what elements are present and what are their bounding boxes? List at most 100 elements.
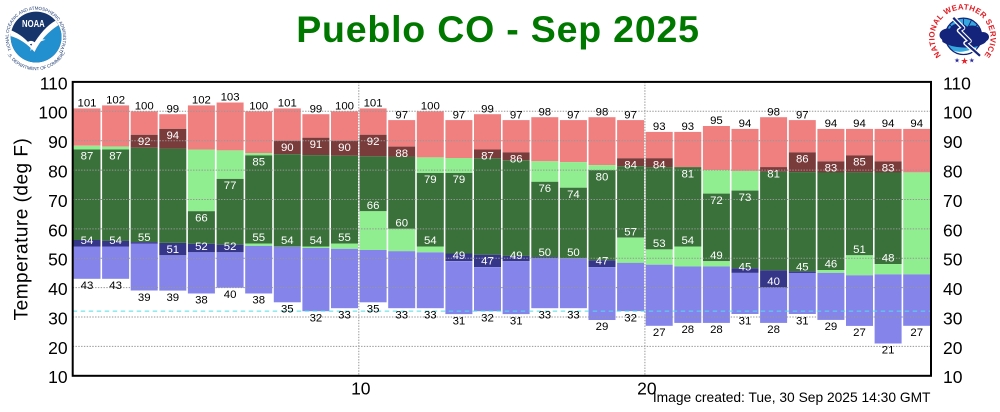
svg-text:33: 33 [395, 309, 408, 321]
svg-text:94: 94 [825, 118, 838, 130]
svg-text:54: 54 [424, 235, 437, 247]
svg-text:95: 95 [710, 115, 723, 127]
svg-text:40: 40 [767, 276, 780, 288]
svg-text:97: 97 [567, 109, 580, 121]
svg-text:33: 33 [567, 309, 580, 321]
svg-text:73: 73 [739, 192, 752, 204]
svg-text:54: 54 [81, 235, 94, 247]
svg-text:80: 80 [943, 162, 963, 182]
svg-text:97: 97 [510, 109, 523, 121]
svg-text:46: 46 [825, 259, 838, 271]
svg-text:27: 27 [853, 327, 866, 339]
svg-text:97: 97 [624, 109, 637, 121]
svg-text:30: 30 [943, 308, 963, 328]
svg-text:38: 38 [195, 295, 208, 307]
svg-text:101: 101 [278, 98, 297, 110]
svg-text:87: 87 [81, 151, 94, 163]
svg-text:55: 55 [138, 232, 151, 244]
svg-text:55: 55 [252, 232, 265, 244]
svg-text:52: 52 [195, 241, 208, 253]
svg-text:Temperature (deg F): Temperature (deg F) [12, 138, 33, 321]
svg-text:92: 92 [138, 136, 151, 148]
svg-text:84: 84 [624, 160, 637, 172]
svg-text:90: 90 [338, 142, 351, 154]
svg-text:50: 50 [48, 250, 68, 270]
svg-text:93: 93 [653, 121, 666, 133]
svg-text:100: 100 [38, 103, 67, 123]
svg-text:20: 20 [943, 338, 963, 358]
svg-text:86: 86 [796, 154, 809, 166]
svg-text:NOAA: NOAA [22, 18, 45, 29]
svg-text:50: 50 [943, 250, 963, 270]
svg-text:98: 98 [767, 106, 780, 118]
svg-text:99: 99 [166, 103, 179, 115]
svg-text:85: 85 [853, 157, 866, 169]
svg-text:40: 40 [224, 289, 237, 301]
svg-text:97: 97 [395, 109, 408, 121]
svg-text:80: 80 [596, 171, 609, 183]
svg-text:94: 94 [853, 118, 866, 130]
svg-text:74: 74 [567, 189, 580, 201]
svg-text:98: 98 [538, 106, 551, 118]
svg-text:90: 90 [48, 132, 68, 152]
svg-text:91: 91 [310, 139, 323, 151]
svg-text:70: 70 [943, 191, 963, 211]
svg-text:39: 39 [166, 292, 179, 304]
svg-text:81: 81 [681, 168, 694, 180]
svg-text:10: 10 [48, 367, 68, 387]
svg-text:100: 100 [135, 101, 154, 113]
svg-text:57: 57 [624, 226, 637, 238]
svg-text:50: 50 [567, 247, 580, 259]
svg-text:28: 28 [681, 324, 694, 336]
svg-text:110: 110 [943, 73, 971, 93]
svg-text:100: 100 [249, 101, 268, 113]
svg-text:54: 54 [310, 235, 323, 247]
svg-text:43: 43 [81, 280, 94, 292]
svg-text:31: 31 [739, 315, 752, 327]
svg-text:31: 31 [510, 315, 523, 327]
svg-text:80: 80 [48, 162, 68, 182]
svg-text:32: 32 [310, 312, 323, 324]
svg-text:93: 93 [681, 121, 694, 133]
svg-text:86: 86 [510, 154, 523, 166]
svg-text:48: 48 [882, 253, 895, 265]
svg-text:27: 27 [653, 327, 666, 339]
svg-text:54: 54 [281, 235, 294, 247]
svg-text:94: 94 [739, 118, 752, 130]
svg-text:Pueblo CO - Sep 2025: Pueblo CO - Sep 2025 [296, 8, 700, 50]
svg-text:30: 30 [48, 308, 68, 328]
svg-text:28: 28 [710, 324, 723, 336]
svg-text:45: 45 [796, 262, 809, 274]
svg-text:10: 10 [943, 367, 963, 387]
svg-text:43: 43 [109, 280, 122, 292]
svg-text:97: 97 [796, 109, 809, 121]
svg-text:70: 70 [48, 191, 68, 211]
svg-text:52: 52 [224, 241, 237, 253]
svg-text:103: 103 [221, 92, 240, 104]
svg-text:49: 49 [710, 250, 723, 262]
svg-text:32: 32 [481, 312, 494, 324]
svg-text:83: 83 [882, 163, 895, 175]
svg-text:60: 60 [395, 218, 408, 230]
svg-text:47: 47 [596, 256, 609, 268]
svg-text:76: 76 [538, 183, 551, 195]
svg-text:94: 94 [166, 130, 179, 142]
svg-text:102: 102 [192, 95, 211, 107]
svg-text:31: 31 [796, 315, 809, 327]
svg-text:87: 87 [481, 151, 494, 163]
svg-text:39: 39 [138, 292, 151, 304]
svg-text:60: 60 [48, 220, 68, 240]
svg-text:51: 51 [853, 244, 866, 256]
svg-text:54: 54 [681, 235, 694, 247]
svg-text:90: 90 [281, 142, 294, 154]
svg-text:54: 54 [109, 235, 122, 247]
svg-text:79: 79 [424, 174, 437, 186]
svg-text:40: 40 [48, 279, 68, 299]
svg-text:38: 38 [252, 295, 265, 307]
svg-text:84: 84 [653, 160, 666, 172]
svg-text:47: 47 [481, 256, 494, 268]
svg-text:85: 85 [252, 157, 265, 169]
svg-text:21: 21 [882, 345, 895, 357]
svg-text:29: 29 [825, 321, 838, 333]
svg-text:31: 31 [453, 315, 466, 327]
